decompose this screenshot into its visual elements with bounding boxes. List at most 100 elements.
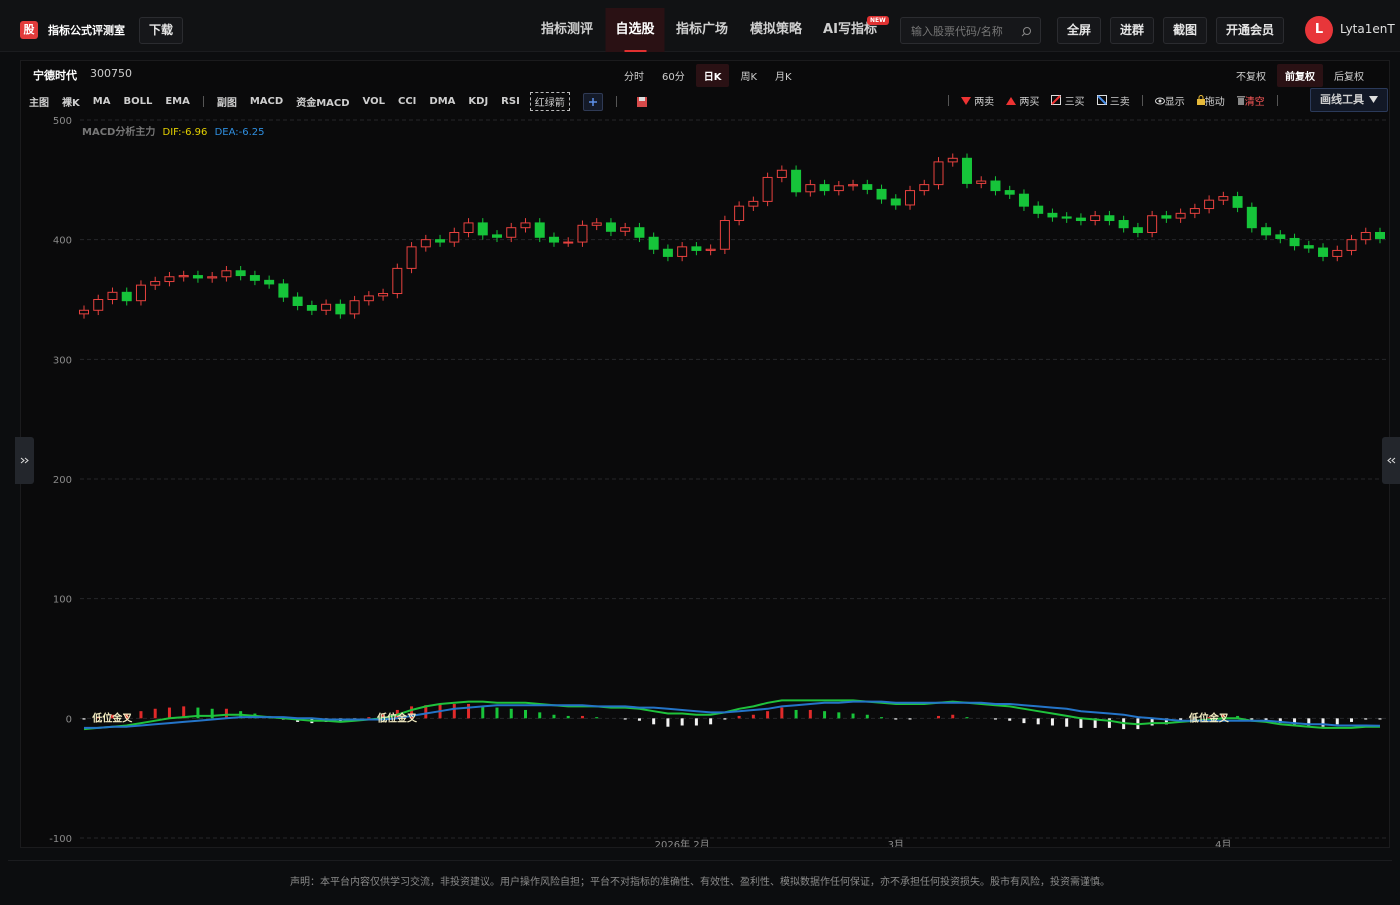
app-name: 指标公式评测室 bbox=[48, 24, 125, 37]
right-drawer-tab[interactable] bbox=[1382, 437, 1400, 484]
candle-body bbox=[1132, 227, 1143, 233]
tool[interactable]: DMA bbox=[429, 96, 456, 107]
tool[interactable]: 主图 bbox=[29, 98, 49, 109]
candle-body bbox=[677, 246, 688, 257]
candle-body bbox=[1118, 220, 1129, 229]
view-tool[interactable]: 显示 bbox=[1154, 93, 1185, 108]
indicator-toolbar: 主图 裸K MA BOLL EMA 副图 MACD 资金MACD VOL CCI… bbox=[29, 92, 648, 111]
tool[interactable]: MACD bbox=[249, 96, 284, 107]
separator bbox=[615, 96, 617, 107]
top-button[interactable]: 开通会员 bbox=[1216, 17, 1284, 44]
period-tab[interactable]: 日K bbox=[695, 64, 730, 87]
candle-body bbox=[1204, 199, 1215, 210]
nav-item[interactable]: 指标测评 bbox=[540, 22, 594, 37]
candle-body bbox=[577, 224, 588, 243]
signal-tool[interactable]: 三买 bbox=[1051, 93, 1085, 108]
signal-tool[interactable]: 三卖 bbox=[1096, 93, 1130, 108]
tool[interactable]: KDJ bbox=[468, 96, 489, 107]
candle-body bbox=[506, 227, 517, 238]
candle-body bbox=[107, 291, 118, 301]
candle-body bbox=[221, 270, 232, 278]
avatar[interactable]: L bbox=[1305, 16, 1333, 44]
candle-body bbox=[249, 275, 260, 281]
candle-body bbox=[335, 303, 346, 315]
signal-tool[interactable]: 两买 bbox=[1006, 93, 1039, 108]
candle-body bbox=[591, 222, 602, 226]
add-button[interactable] bbox=[582, 92, 603, 111]
tool[interactable]: RSI bbox=[501, 96, 520, 107]
candle-body bbox=[662, 248, 673, 257]
macd-line bbox=[83, 699, 1380, 731]
view-tool[interactable]: 拖动 bbox=[1196, 93, 1225, 108]
tool[interactable]: VOL bbox=[362, 96, 385, 107]
candle-body bbox=[392, 267, 403, 295]
footer-disclaimer: 声明：本平台内容仅供学习交流，非投资建议。用户操作风险自担；平台不对指标的准确性… bbox=[8, 860, 1392, 900]
candle-body bbox=[520, 222, 531, 229]
view-label: 拖动 bbox=[1204, 97, 1225, 108]
candle-body bbox=[79, 309, 89, 315]
tool[interactable]: 资金MACD bbox=[296, 98, 350, 109]
candle-body bbox=[292, 296, 303, 306]
top-button[interactable]: 全屏 bbox=[1057, 17, 1101, 44]
candle-body bbox=[890, 198, 901, 206]
candle-body bbox=[349, 300, 360, 315]
top-button[interactable]: 截图 bbox=[1163, 17, 1207, 44]
candle-body bbox=[1175, 212, 1186, 219]
candle-body bbox=[705, 248, 716, 251]
signal-label: 两卖 bbox=[974, 97, 995, 108]
candle-body bbox=[634, 227, 645, 238]
tool[interactable]: 副图 bbox=[216, 98, 237, 109]
candle-body bbox=[363, 295, 374, 302]
adjust-tab[interactable]: 不复权 bbox=[1236, 72, 1266, 83]
tool[interactable]: EMA bbox=[165, 96, 190, 107]
adjust-tab[interactable]: 后复权 bbox=[1334, 72, 1364, 83]
candle-body bbox=[1360, 231, 1371, 241]
signal-tool[interactable]: 两卖 bbox=[961, 93, 994, 108]
draw-tool-button[interactable]: 画线工具 bbox=[1310, 88, 1388, 112]
download-button[interactable]: 下载 bbox=[139, 17, 183, 44]
chevron-left bbox=[1387, 457, 1396, 464]
candle-body bbox=[278, 283, 289, 298]
candle-body bbox=[449, 231, 460, 243]
tool[interactable]: CCI bbox=[397, 96, 417, 107]
nav-item[interactable]: AI写指标 bbox=[823, 22, 877, 37]
search-icon bbox=[1021, 27, 1031, 37]
candle-body bbox=[463, 222, 474, 233]
nav-item[interactable]: 模拟策略 bbox=[749, 22, 803, 37]
tool[interactable]: 裸K bbox=[62, 98, 80, 109]
period-tab[interactable]: 周K bbox=[740, 72, 758, 83]
separator bbox=[1141, 95, 1143, 106]
draw-toolbar: 两卖 两买 三买 三卖 显示 拖动 清空 bbox=[948, 93, 1278, 108]
down-triangle bbox=[961, 97, 971, 105]
username[interactable]: Lyta1enT bbox=[1340, 22, 1395, 36]
search-placeholder: 输入股票代码/名称 bbox=[911, 25, 1003, 38]
x-tick-label: 2026年 2月 bbox=[655, 838, 710, 847]
candle-body bbox=[1147, 215, 1158, 233]
indicator-name: MACD分析主力 bbox=[82, 127, 156, 138]
candle-body bbox=[1346, 239, 1357, 251]
period-tab[interactable]: 分时 bbox=[624, 72, 644, 83]
stock-code: 300750 bbox=[90, 67, 132, 80]
nav-item[interactable]: 自选股 bbox=[605, 8, 665, 52]
arrow-tool[interactable]: 红绿箭 bbox=[529, 92, 570, 111]
candle-body bbox=[919, 184, 930, 192]
candle-body bbox=[477, 222, 488, 236]
candle-body bbox=[178, 275, 189, 278]
save-icon[interactable] bbox=[636, 96, 648, 108]
logo[interactable]: 股 bbox=[20, 21, 38, 39]
left-drawer-tab[interactable] bbox=[15, 437, 34, 484]
candle-body bbox=[1218, 196, 1229, 201]
view-tool[interactable]: 清空 bbox=[1236, 93, 1265, 108]
period-tab[interactable]: 月K bbox=[775, 72, 792, 83]
dropdown-icon bbox=[1369, 96, 1378, 103]
nav-item[interactable]: 指标广场 bbox=[675, 22, 729, 37]
top-button[interactable]: 进群 bbox=[1110, 17, 1154, 44]
period-tab[interactable]: 60分 bbox=[662, 72, 685, 83]
candle-body bbox=[306, 304, 317, 311]
candle-body bbox=[833, 185, 844, 192]
search-box[interactable]: 输入股票代码/名称 bbox=[900, 17, 1041, 44]
adjust-tab[interactable]: 前复权 bbox=[1277, 64, 1323, 87]
candle-body bbox=[1261, 227, 1272, 236]
tool[interactable]: BOLL bbox=[123, 96, 153, 107]
tool[interactable]: MA bbox=[92, 96, 111, 107]
